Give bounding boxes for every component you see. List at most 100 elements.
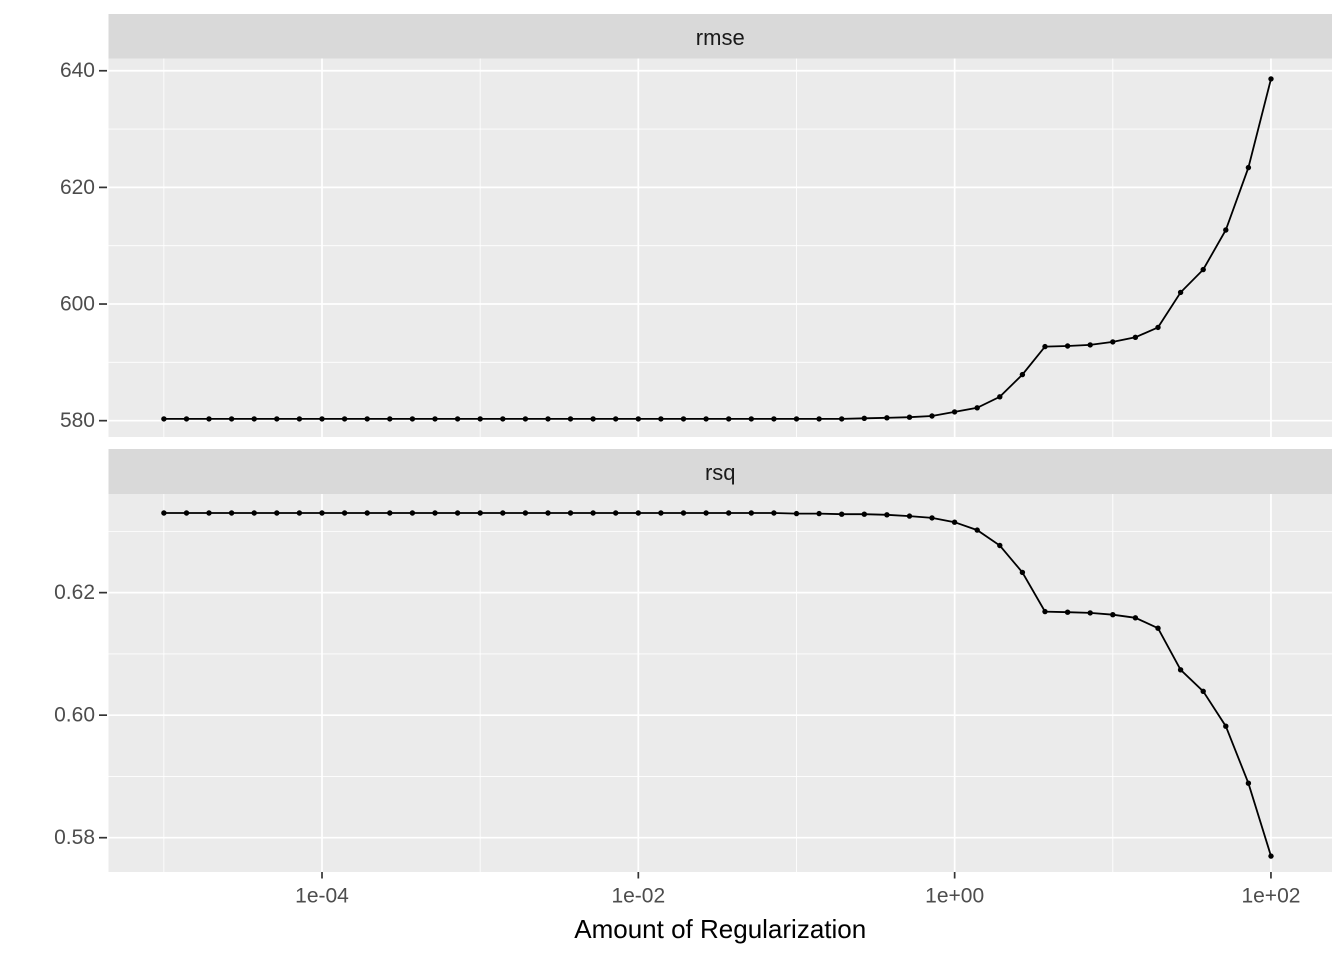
data-point [161, 416, 167, 422]
data-point [296, 416, 303, 422]
data-point [748, 416, 754, 422]
y-tick-label: 620 [60, 176, 95, 199]
data-point [387, 510, 393, 516]
data-point [726, 416, 732, 422]
data-point [997, 394, 1003, 400]
data-point [477, 416, 483, 422]
data-point [500, 416, 506, 422]
x-tick-label: 1e+00 [925, 885, 984, 908]
facet-strip-label: rsq [705, 460, 736, 485]
data-point [1200, 688, 1206, 694]
data-point [658, 510, 664, 516]
y-tick-label: 0.62 [54, 581, 95, 604]
data-point [771, 510, 777, 516]
x-axis-title: Amount of Regularization [574, 914, 866, 944]
data-point [1177, 289, 1184, 296]
data-point [1087, 610, 1093, 616]
data-point [1110, 612, 1116, 618]
data-point [974, 405, 980, 411]
data-point [884, 415, 890, 421]
data-point [635, 416, 641, 422]
data-point [1042, 608, 1048, 615]
panel-background [108, 494, 1332, 872]
data-point [1268, 76, 1274, 82]
data-point [522, 510, 529, 516]
data-point [341, 416, 348, 422]
data-point [545, 416, 551, 422]
data-point [296, 510, 303, 516]
data-point [1223, 227, 1229, 233]
data-point [1245, 164, 1252, 171]
data-point [387, 416, 393, 422]
data-point [635, 510, 641, 516]
data-point [590, 416, 596, 422]
data-line-rmse [163, 78, 1272, 420]
data-point [793, 416, 800, 422]
data-point [658, 416, 664, 422]
data-point [1200, 266, 1206, 273]
data-point [1132, 615, 1139, 621]
data-point [251, 416, 257, 422]
data-point [183, 416, 190, 422]
data-point [951, 519, 958, 525]
data-point [613, 510, 619, 516]
data-point [274, 510, 280, 516]
data-point [251, 510, 257, 516]
facet-strip [108, 449, 1332, 494]
data-point [1223, 723, 1229, 729]
data-point [816, 416, 822, 422]
facet-strip [108, 14, 1332, 59]
data-point [1132, 334, 1139, 340]
data-point [703, 416, 709, 422]
data-point [545, 510, 551, 516]
data-point [1177, 667, 1184, 673]
data-point [680, 510, 687, 516]
data-point [613, 416, 619, 422]
data-point [567, 416, 574, 422]
y-tick-label: 640 [60, 59, 95, 82]
data-point [771, 416, 777, 422]
data-point [1064, 343, 1071, 349]
data-line-rsq [163, 512, 1272, 857]
data-point [839, 511, 845, 517]
facet-strip-label: rmse [696, 25, 745, 50]
data-point [1064, 609, 1071, 615]
panel-background [108, 58, 1332, 437]
data-point [906, 513, 913, 519]
data-point [748, 510, 754, 516]
data-point [341, 510, 348, 516]
data-point [1019, 569, 1026, 576]
data-point [703, 510, 709, 516]
data-point [997, 542, 1003, 549]
y-tick-label: 600 [60, 293, 95, 316]
data-point [319, 510, 325, 516]
data-point [1110, 339, 1116, 345]
data-point [183, 510, 190, 516]
x-tick-label: 1e-04 [295, 885, 349, 908]
y-tick-label: 0.58 [54, 826, 95, 849]
data-point [816, 510, 822, 517]
data-point [409, 416, 416, 422]
data-point [1155, 324, 1161, 331]
data-point [1268, 853, 1274, 859]
data-point [726, 510, 732, 516]
data-point [680, 416, 687, 422]
data-point [1087, 342, 1093, 348]
data-point [206, 416, 212, 422]
data-point [567, 510, 574, 516]
data-point [861, 415, 867, 421]
data-point [364, 416, 370, 422]
data-point [432, 510, 438, 516]
data-point [477, 510, 483, 516]
data-point [839, 416, 845, 422]
data-point [929, 413, 935, 419]
data-point [364, 510, 370, 516]
x-tick-label: 1e+02 [1241, 885, 1300, 908]
data-point [206, 510, 212, 516]
data-point [522, 416, 529, 422]
data-point [793, 510, 800, 517]
data-point [409, 510, 416, 516]
data-point [1155, 625, 1161, 631]
